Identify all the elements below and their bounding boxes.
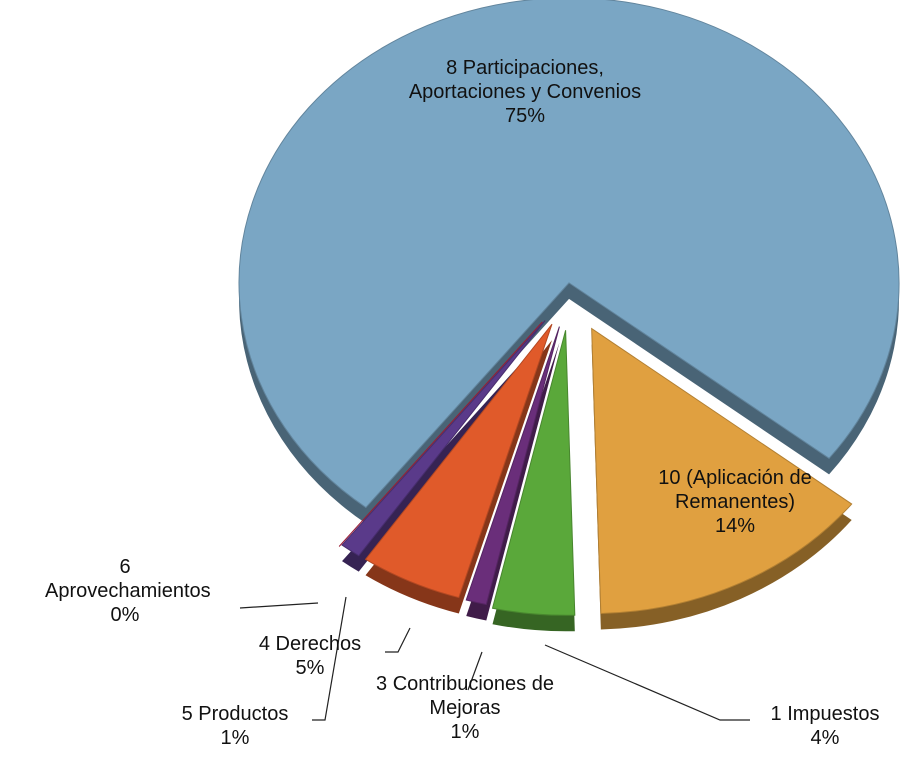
leader-lines <box>239 596 750 721</box>
leader-line <box>385 627 411 653</box>
slice <box>364 323 553 599</box>
data-label: 1 Impuestos 4% <box>745 702 903 750</box>
category-label: 10 (Aplicación de Remanentes) <box>658 467 812 513</box>
slice <box>491 330 576 616</box>
leader-line <box>312 596 347 721</box>
slice <box>465 326 560 606</box>
data-label: 3 Contribuciones de Mejoras 1% <box>350 672 580 744</box>
data-label: 5 Productos 1% <box>150 702 320 750</box>
data-label: 6 Aprovechamientos 0% <box>45 555 211 627</box>
category-label: 8 Participaciones, Aportaciones y Conven… <box>408 57 642 103</box>
data-label: 8 Participaciones, Aportaciones y Conven… <box>405 56 645 128</box>
category-label: 1 Impuestos <box>770 703 880 725</box>
category-label: 4 Derechos <box>258 633 362 655</box>
slice <box>341 320 546 557</box>
data-label: 4 Derechos 5% <box>240 632 380 680</box>
slice <box>591 327 853 614</box>
category-label: 5 Productos <box>181 703 289 725</box>
percent-label: 5% <box>295 657 325 679</box>
slices <box>238 0 900 616</box>
data-label: 10 (Aplicación de Remanentes) 14% <box>630 466 840 538</box>
leader-line <box>544 644 750 721</box>
percent-label: 4% <box>810 727 840 749</box>
percent-label: 1% <box>220 727 250 749</box>
percent-label: 1% <box>450 721 480 743</box>
slice <box>338 321 543 547</box>
percent-label: 75% <box>504 105 546 127</box>
leader-line <box>467 651 483 691</box>
percent-label: 0% <box>110 604 140 626</box>
leader-line <box>239 602 319 609</box>
percent-label: 14% <box>714 515 756 537</box>
category-label: 6 Aprovechamientos <box>45 556 211 602</box>
slice <box>238 0 900 509</box>
category-label: 3 Contribuciones de Mejoras <box>376 673 554 719</box>
